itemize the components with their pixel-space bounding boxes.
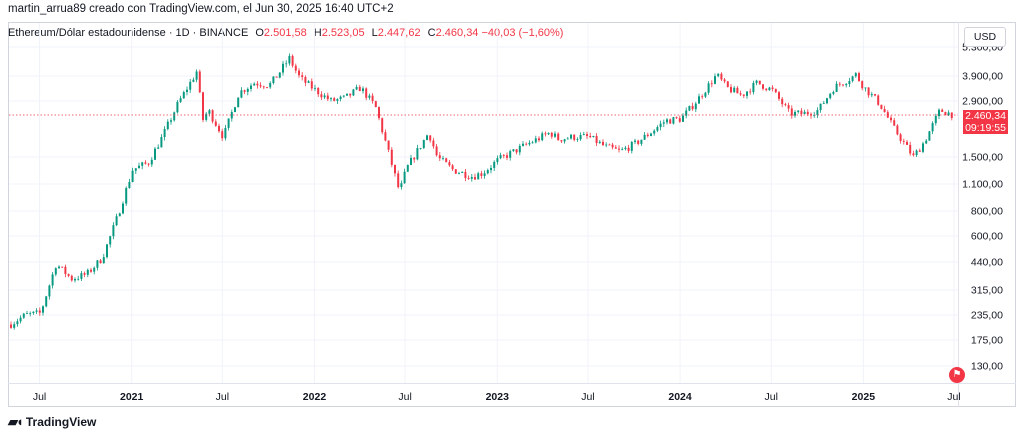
us-flag-icon[interactable]: ⚑	[949, 367, 965, 383]
low-value: 2.447,62	[377, 27, 421, 39]
price-axis-separator	[958, 22, 959, 407]
close-label: C	[427, 27, 436, 39]
high-label: H	[313, 27, 322, 39]
chart-frame	[8, 22, 1016, 407]
open-value: 2.501,58	[263, 27, 307, 39]
high-value: 2.523,05	[321, 27, 365, 39]
tradingview-mark-icon: ▰◖	[8, 414, 24, 429]
symbol-name[interactable]: Ethereum/Dólar estadounidense · 1D · BIN…	[8, 27, 249, 39]
time-axis-separator	[8, 383, 1016, 384]
tradingview-logo[interactable]: ▰◖ TradingView	[8, 414, 96, 430]
low-label: L	[371, 27, 378, 39]
open-label: O	[255, 27, 264, 39]
change-value: −40,03 (−1,60%)	[481, 27, 564, 39]
close-value: 2.460,34	[435, 27, 479, 39]
currency-selector[interactable]: USD	[964, 27, 1006, 47]
tradingview-brand: TradingView	[25, 415, 97, 429]
credit-line: martin_arrua89 creado con TradingView.co…	[8, 3, 394, 15]
last-price-tag: 2.460,34 09:19:55	[963, 110, 1008, 134]
countdown-timer: 09:19:55	[965, 122, 1006, 134]
symbol-legend: Ethereum/Dólar estadounidense · 1D · BIN…	[8, 27, 563, 39]
last-price-value: 2.460,34	[965, 110, 1006, 122]
